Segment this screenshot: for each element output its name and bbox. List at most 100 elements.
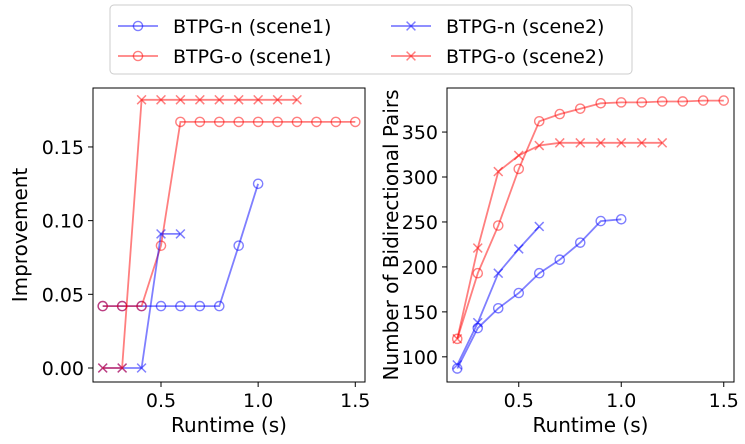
data-point-btpg-o-scene1 bbox=[349, 116, 361, 128]
data-point-btpg-n-scene1 bbox=[233, 240, 245, 251]
data-point-btpg-o-scene1 bbox=[595, 97, 607, 109]
data-point-btpg-o-scene2 bbox=[136, 94, 147, 105]
data-point-btpg-o-scene2 bbox=[595, 137, 606, 148]
data-point-btpg-o-scene1 bbox=[615, 97, 627, 108]
data-point-btpg-n-scene1 bbox=[213, 300, 225, 312]
data-point-btpg-o-scene2 bbox=[253, 94, 264, 105]
x-axis-label: Runtime (s) bbox=[171, 413, 287, 437]
plot-frame bbox=[92, 87, 366, 383]
data-point-btpg-o-scene2 bbox=[175, 94, 186, 105]
data-point-btpg-o-scene1 bbox=[513, 163, 525, 175]
data-point-btpg-o-scene2 bbox=[117, 363, 128, 373]
data-point-btpg-o-scene2 bbox=[616, 137, 627, 148]
data-point-btpg-o-scene2 bbox=[636, 137, 647, 148]
bidirectional-pairs-chart: 0.5 1.0 1.5 100 150 200 250 300 350 Runtime (s) Nu… bbox=[379, 87, 739, 437]
data-point-btpg-o-scene2 bbox=[156, 94, 166, 105]
legend-label-btpg-n-scene1: BTPG-n (scene1) bbox=[173, 16, 331, 38]
data-point-btpg-n-scene2 bbox=[136, 363, 147, 373]
data-point-btpg-o-scene2 bbox=[493, 166, 504, 177]
data-point-btpg-o-scene1 bbox=[233, 116, 245, 128]
data-point-btpg-n-scene1 bbox=[252, 178, 264, 190]
data-point-btpg-o-scene1 bbox=[492, 220, 504, 231]
data-point-btpg-o-scene2 bbox=[97, 363, 108, 373]
y-tick-label: 100 bbox=[402, 347, 438, 369]
data-point-btpg-o-scene1 bbox=[175, 116, 186, 128]
y-tick-label: 200 bbox=[402, 257, 438, 279]
data-point-btpg-o-scene2 bbox=[214, 94, 225, 105]
data-point-btpg-o-scene2 bbox=[575, 137, 586, 148]
y-tick-label: 250 bbox=[402, 212, 438, 234]
data-point-btpg-o-scene2 bbox=[233, 94, 244, 105]
x-tick-label: 0.5 bbox=[504, 390, 534, 412]
x-axis-label: Runtime (s) bbox=[533, 413, 649, 437]
legend-label-btpg-n-scene2: BTPG-n (scene2) bbox=[446, 16, 604, 38]
data-point-btpg-o-scene1 bbox=[656, 96, 668, 107]
data-point-btpg-o-scene1 bbox=[451, 333, 463, 345]
x-tick-label: 1.5 bbox=[709, 390, 739, 412]
data-point-btpg-o-scene1 bbox=[97, 300, 109, 312]
data-point-btpg-n-scene1 bbox=[533, 267, 545, 279]
data-point-btpg-o-scene1 bbox=[533, 115, 545, 127]
y-tick-label: 0.00 bbox=[42, 358, 84, 380]
y-tick-label: 0.10 bbox=[42, 211, 84, 233]
data-point-btpg-n-scene1 bbox=[513, 287, 525, 299]
legend-marker-btpg-n-scene2 bbox=[406, 21, 416, 31]
legend-label-btpg-o-scene1: BTPG-o (scene1) bbox=[173, 46, 331, 68]
data-point-btpg-n-scene1 bbox=[554, 254, 566, 266]
data-point-btpg-o-scene2 bbox=[272, 94, 283, 105]
data-point-btpg-o-scene1 bbox=[554, 108, 566, 120]
series-line-btpg-o-scene2 bbox=[102, 98, 297, 369]
data-point-btpg-o-scene1 bbox=[252, 116, 264, 128]
data-point-btpg-n-scene2 bbox=[534, 221, 545, 232]
data-point-btpg-o-scene1 bbox=[330, 116, 342, 128]
data-point-btpg-o-scene1 bbox=[272, 116, 283, 128]
data-point-btpg-n-scene2 bbox=[452, 359, 463, 370]
data-point-btpg-o-scene1 bbox=[311, 116, 322, 128]
data-point-btpg-n-scene1 bbox=[155, 300, 167, 312]
data-point-btpg-o-scene2 bbox=[554, 137, 565, 148]
data-point-btpg-n-scene1 bbox=[574, 237, 586, 248]
data-point-btpg-o-scene2 bbox=[513, 150, 524, 161]
data-point-btpg-o-scene2 bbox=[472, 243, 483, 253]
legend-marker-btpg-o-scene1 bbox=[132, 50, 144, 62]
y-tick-label: 150 bbox=[402, 302, 438, 324]
data-point-btpg-n-scene2 bbox=[493, 268, 504, 279]
legend: BTPG-n (scene1) BTPG-o (scene1) BTPG-n (sc… bbox=[109, 4, 633, 75]
data-point-btpg-n-scene1 bbox=[175, 300, 186, 312]
data-point-btpg-o-scene1 bbox=[194, 116, 206, 128]
series-line-btpg-o-scene2 bbox=[456, 141, 663, 339]
data-point-btpg-o-scene1 bbox=[718, 95, 730, 106]
data-point-btpg-o-scene2 bbox=[452, 333, 463, 344]
data-point-btpg-o-scene1 bbox=[213, 116, 225, 128]
legend-marker-btpg-n-scene1 bbox=[132, 20, 144, 32]
data-point-btpg-o-scene1 bbox=[155, 240, 167, 251]
data-point-btpg-o-scene1 bbox=[574, 103, 586, 114]
data-point-btpg-o-scene2 bbox=[292, 94, 302, 105]
data-point-btpg-o-scene1 bbox=[697, 95, 709, 106]
x-tick-label: 1.0 bbox=[243, 390, 273, 412]
x-tick-label: 1.5 bbox=[340, 390, 370, 412]
data-point-btpg-o-scene1 bbox=[136, 300, 147, 312]
y-tick-label: 350 bbox=[402, 122, 438, 144]
data-point-btpg-o-scene2 bbox=[534, 140, 545, 151]
data-point-btpg-n-scene2 bbox=[513, 244, 524, 254]
x-tick-label: 1.0 bbox=[606, 390, 636, 412]
series-line-btpg-n-scene1 bbox=[456, 218, 622, 369]
y-tick-label: 300 bbox=[402, 167, 438, 189]
plot-frame bbox=[446, 87, 735, 383]
data-point-btpg-o-scene2 bbox=[657, 137, 668, 148]
data-point-btpg-o-scene1 bbox=[472, 267, 484, 279]
y-axis-label: Number of Bidirectional Pairs bbox=[379, 89, 403, 380]
data-point-btpg-o-scene2 bbox=[194, 94, 205, 105]
x-tick-label: 0.5 bbox=[146, 390, 176, 412]
data-point-btpg-o-scene1 bbox=[291, 116, 303, 128]
y-axis-label: Improvement bbox=[8, 168, 32, 303]
data-point-btpg-n-scene2 bbox=[175, 228, 186, 239]
data-point-btpg-n-scene1 bbox=[615, 213, 627, 225]
improvement-chart: 0.5 1.0 1.5 0.00 0.05 0.10 0.15 Runtime (s) Impr… bbox=[8, 87, 370, 437]
legend-marker-btpg-o-scene2 bbox=[406, 51, 416, 61]
series-line-btpg-o-scene1 bbox=[456, 99, 724, 340]
data-point-btpg-n-scene1 bbox=[194, 300, 206, 312]
legend-label-btpg-o-scene2: BTPG-o (scene2) bbox=[446, 46, 604, 68]
